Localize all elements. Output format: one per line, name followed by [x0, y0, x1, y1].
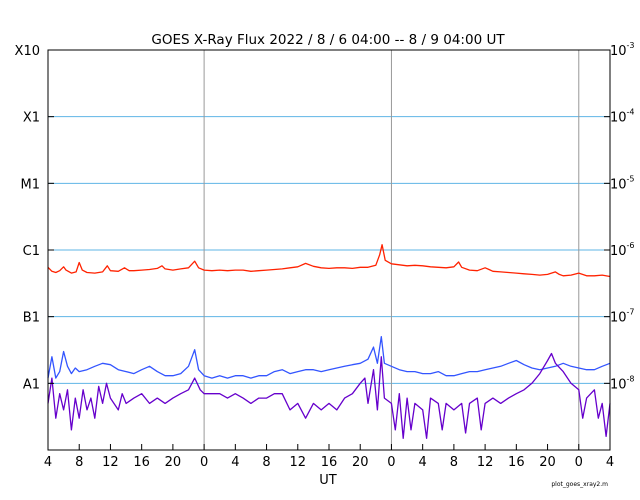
- x-tick-label-10: 20: [352, 455, 369, 470]
- y-right-tick-label-5: 10-8: [610, 374, 635, 392]
- y-left-tick-label-0: X10: [15, 44, 40, 59]
- y-left-tick-label-2: M1: [21, 177, 41, 192]
- footer-note: plot_goes_xray2.m: [551, 481, 608, 488]
- x-tick-label-6: 4: [231, 455, 239, 470]
- x-tick-label-12: 4: [419, 455, 427, 470]
- x-tick-label-8: 12: [290, 455, 307, 470]
- y-right-tick-label-2: 10-5: [610, 174, 635, 192]
- x-tick-label-3: 16: [133, 455, 150, 470]
- y-right-tick-label-4: 10-7: [610, 308, 635, 326]
- series-line-0: [47, 244, 611, 278]
- x-tick-label-18: 4: [606, 455, 614, 470]
- x-tick-label-7: 8: [262, 455, 270, 470]
- x-axis-label: UT: [319, 473, 337, 488]
- series-line-1: [47, 336, 611, 379]
- y-right-tick-label-3: 10-6: [610, 241, 635, 259]
- x-tick-label-15: 16: [508, 455, 525, 470]
- x-tick-label-14: 12: [477, 455, 494, 470]
- x-tick-label-9: 16: [321, 455, 338, 470]
- y-left-tick-label-5: A1: [23, 377, 40, 392]
- x-tick-label-1: 8: [75, 455, 83, 470]
- y-left-tick-label-1: X1: [23, 111, 40, 126]
- x-tick-label-0: 4: [44, 455, 52, 470]
- x-tick-label-11: 0: [387, 455, 395, 470]
- x-tick-label-5: 0: [200, 455, 208, 470]
- x-tick-label-4: 20: [165, 455, 182, 470]
- series-line-2: [47, 352, 611, 439]
- y-right-tick-label-1: 10-4: [610, 108, 635, 126]
- x-tick-label-16: 20: [539, 455, 556, 470]
- x-tick-label-17: 0: [575, 455, 583, 470]
- y-left-tick-label-3: C1: [23, 244, 40, 259]
- x-tick-label-13: 8: [450, 455, 458, 470]
- ticks-layer: 4 8 12 16 20 0 4 8 12 16 20 0 4 8 12 16 20 0 4 X10 X1 M1 C1 B1 A…: [15, 41, 635, 470]
- x-tick-label-2: 12: [102, 455, 119, 470]
- y-right-tick-label-0: 10-3: [610, 41, 635, 59]
- y-left-tick-label-4: B1: [23, 311, 40, 326]
- grid-layer: [48, 50, 610, 450]
- chart-title: GOES X-Ray Flux 2022 / 8 / 6 04:00 -- 8 …: [151, 32, 505, 48]
- series-layer: [47, 244, 611, 439]
